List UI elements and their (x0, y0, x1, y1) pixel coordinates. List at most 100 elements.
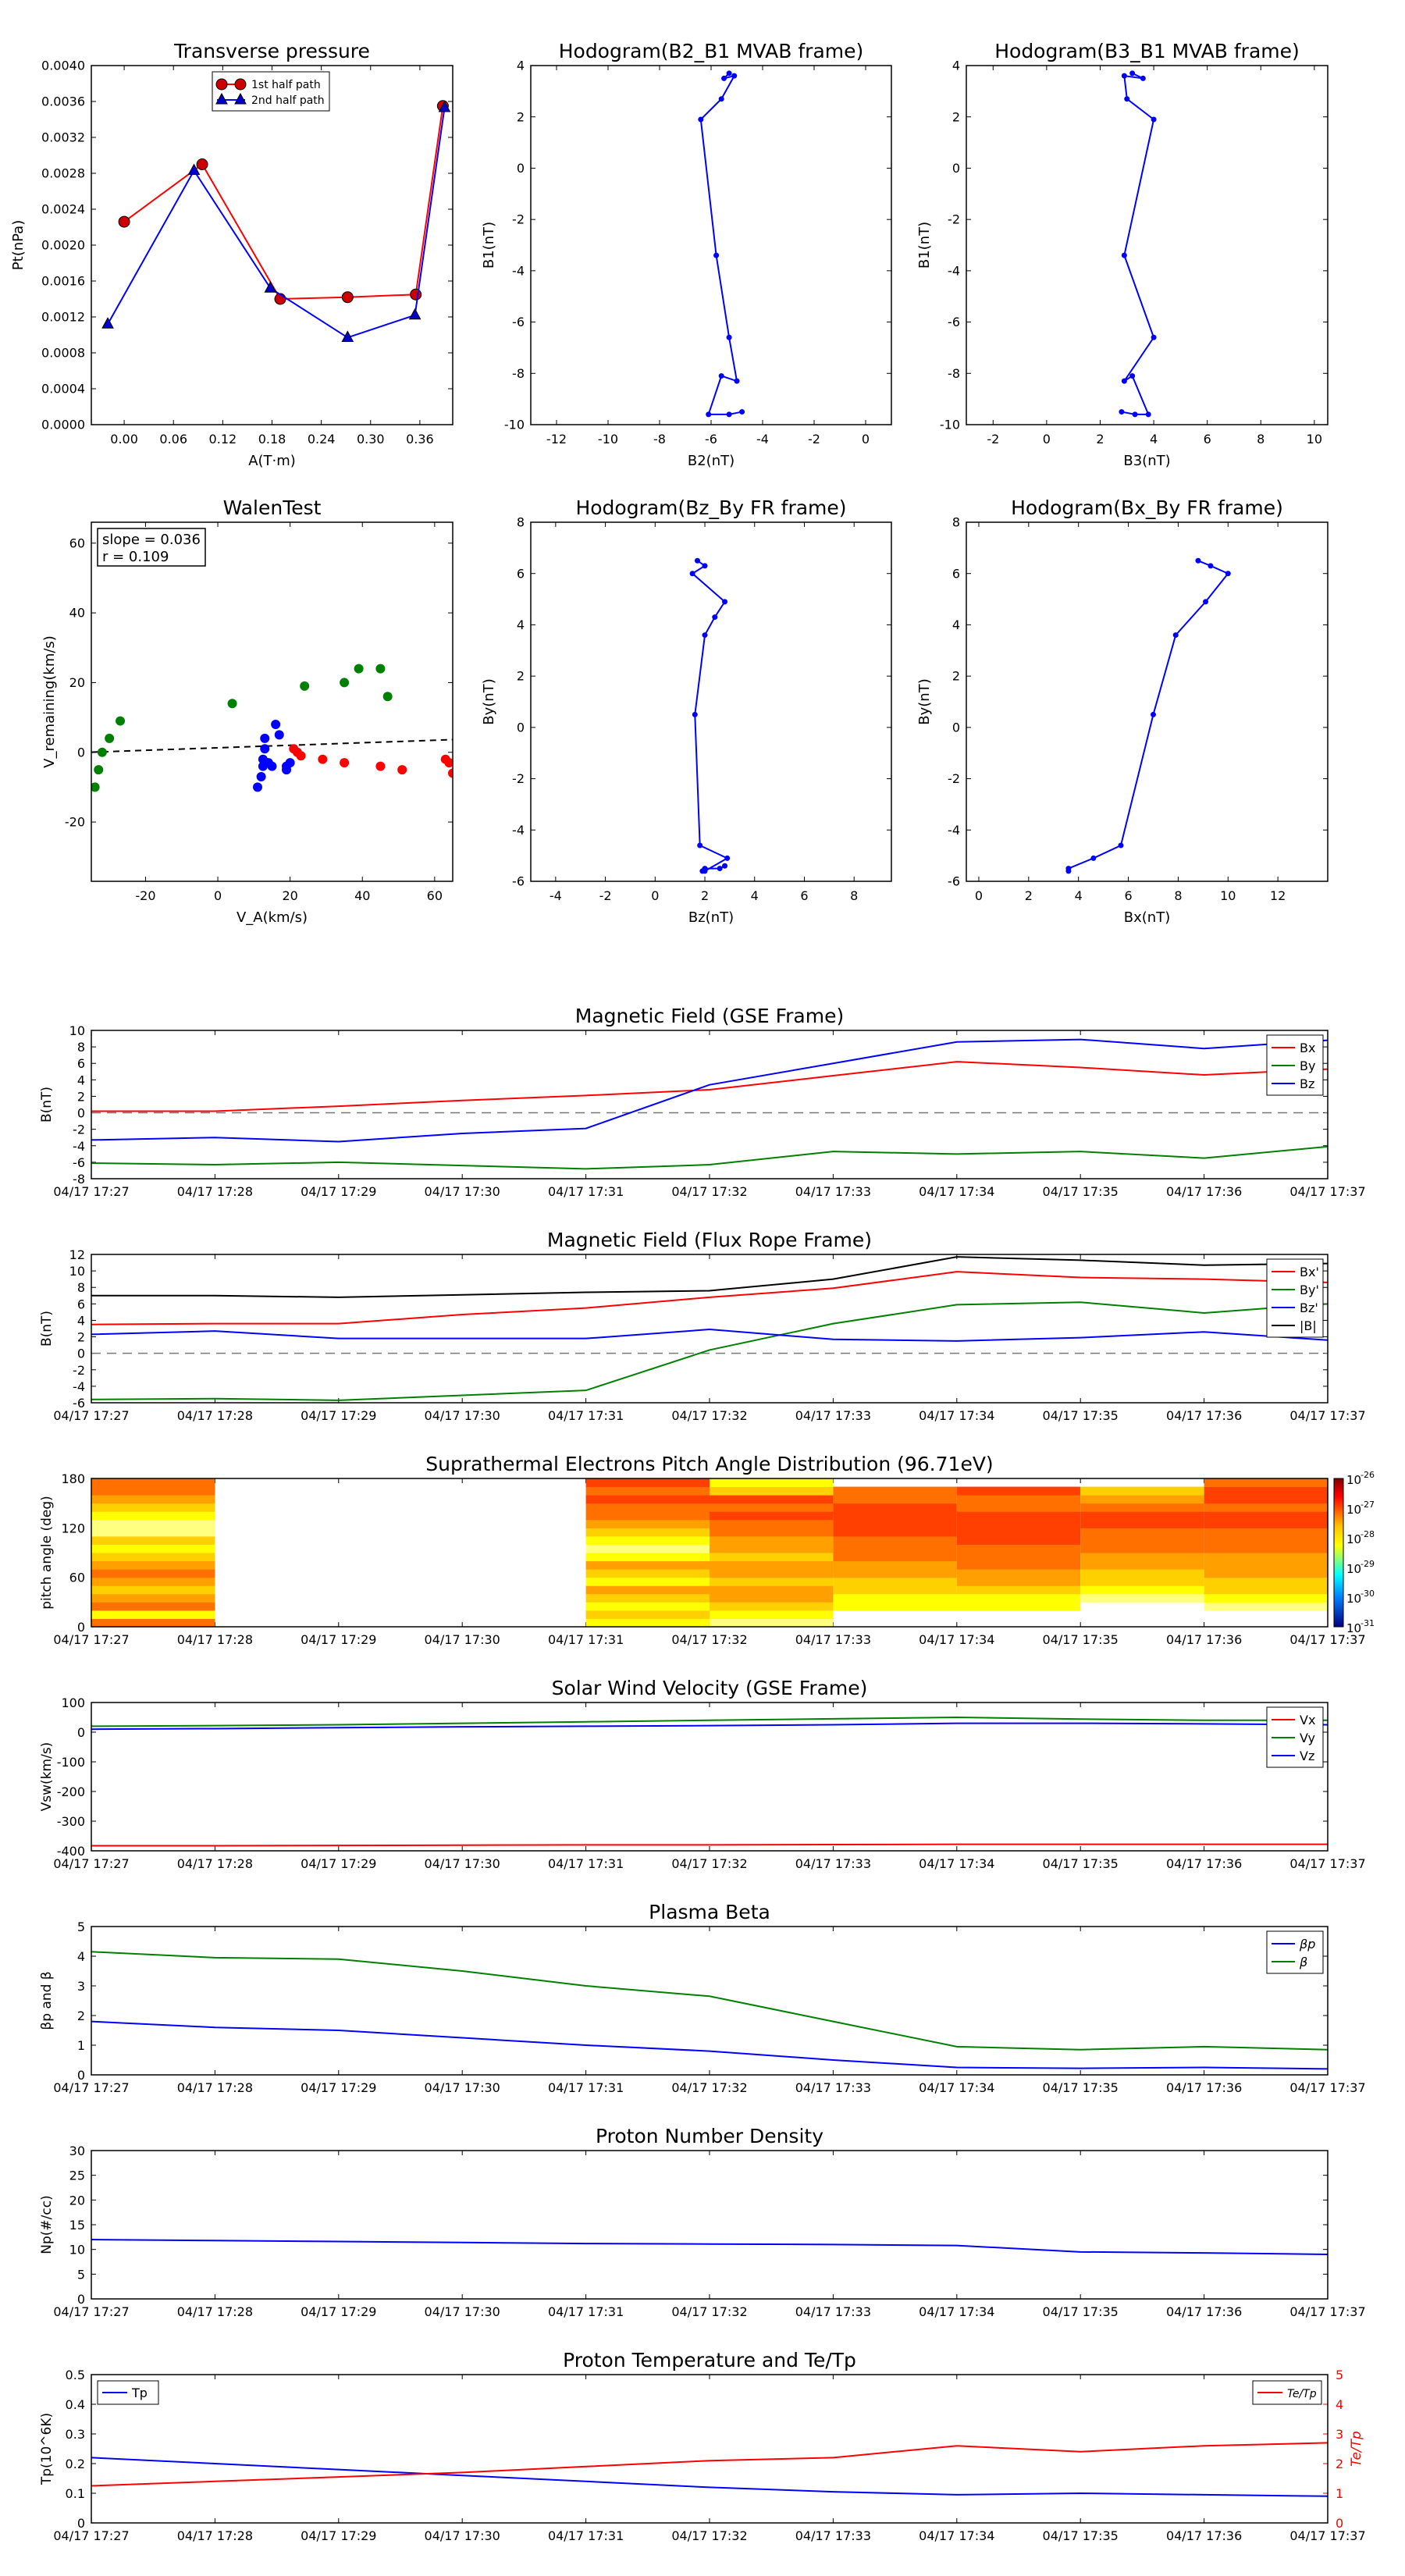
series-line (91, 2442, 1329, 2487)
y-tick-label: 0.0028 (41, 166, 85, 181)
y-tick-label: 2 (517, 669, 525, 684)
time-tick-label: 04/17 17:30 (425, 1856, 500, 1871)
legend: Vx Vy Vz (1266, 1706, 1324, 1768)
data-point (721, 75, 727, 81)
heatmap-cell (710, 1610, 834, 1619)
colorbar-tick-exponent: -28 (1361, 1529, 1375, 1539)
heatmap-cell (1080, 1535, 1204, 1545)
panel-title: Plasma Beta (649, 1901, 770, 1923)
time-tick-label: 04/17 17:37 (1289, 1856, 1365, 1871)
data-point (713, 252, 720, 258)
data-point (260, 733, 270, 743)
data-point (234, 92, 247, 105)
y-tick-label: 20 (69, 2193, 85, 2208)
annotation-frame (97, 528, 206, 567)
x-axis-label: Bx(nT) (1124, 909, 1170, 926)
y-tick-label: 2 (952, 669, 960, 684)
heatmap-cell (1080, 1585, 1204, 1595)
time-tick-label: 04/17 17:30 (425, 2080, 500, 2095)
heatmap-cell (710, 1618, 834, 1628)
y-tick-label: 0 (77, 745, 85, 760)
time-tick-label: 04/17 17:35 (1043, 1632, 1119, 1647)
x-axis-label: B3(nT) (1123, 453, 1170, 469)
x-tick-label: 0 (862, 432, 870, 447)
time-tick-label: 04/17 17:28 (177, 1856, 253, 1871)
y-axis-label: pitch angle (deg) (39, 1496, 55, 1610)
legend-label: By (1300, 1059, 1315, 1073)
y-axis-label: Vsw(km/s) (39, 1742, 55, 1812)
time-tick-label: 04/17 17:33 (795, 2080, 871, 2095)
data-point (1129, 373, 1136, 379)
heatmap-cell (1204, 1535, 1328, 1545)
y-tick-label: -8 (73, 1172, 85, 1187)
data-point (726, 334, 732, 340)
x-axis-label: V_A(km/s) (237, 909, 308, 926)
heatmap-cell (1080, 1560, 1204, 1570)
data-point (256, 772, 266, 782)
data-point (1203, 599, 1209, 605)
y-tick-label: 0.0012 (41, 310, 85, 325)
y-tick-label: 6 (77, 1297, 85, 1311)
y-tick-label: 4 (517, 617, 525, 632)
x-tick-label: 60 (427, 888, 443, 903)
time-tick-label: 04/17 17:33 (795, 1408, 871, 1423)
heatmap-cell (710, 1535, 834, 1545)
x-axis-label: A(T·m) (248, 453, 296, 469)
heatmap-cell (585, 1618, 710, 1628)
heatmap-cell (1080, 1593, 1204, 1603)
heatmap-cell (833, 1511, 957, 1521)
data-point (1195, 557, 1201, 564)
series-line (107, 107, 446, 339)
time-tick-label: 04/17 17:30 (425, 1408, 500, 1423)
heatmap-cell (710, 1553, 834, 1562)
y-tick-label: -4 (512, 823, 525, 838)
heatmap-cell (833, 1553, 957, 1562)
data-point (410, 288, 422, 301)
time-tick-label: 04/17 17:32 (671, 2528, 747, 2543)
plot-area (1065, 557, 1231, 874)
y-tick-label: -20 (65, 815, 85, 830)
y-tick-label: 0.0036 (41, 94, 85, 109)
time-tick-label: 04/17 17:30 (425, 1184, 500, 1199)
y-tick-label: -8 (512, 366, 525, 381)
chart-hodogram_b2_b1: Hodogram(B2_B1 MVAB frame) B2(nT) B1(nT) -1… (481, 40, 892, 469)
y-tick-label: 180 (61, 1471, 85, 1486)
data-point (444, 758, 453, 768)
y-tick-label: 0.0024 (41, 202, 85, 217)
time-tick-label: 04/17 17:30 (425, 2304, 500, 2319)
y-tick-label: 4 (77, 1949, 85, 1964)
heatmap-cell (91, 1569, 215, 1578)
legend-right: Te/Tp (1252, 2380, 1322, 2405)
x-axis-label: Bz(nT) (688, 909, 734, 926)
time-tick-label: 04/17 17:28 (177, 1632, 253, 1647)
series-line (123, 105, 444, 301)
heatmap-cell (91, 1577, 215, 1586)
y-tick-label: 2 (517, 109, 525, 124)
data-point (697, 842, 703, 849)
time-tick-label: 04/17 17:32 (671, 1184, 747, 1199)
y-tick-label: 60 (69, 535, 85, 550)
time-tick-label: 04/17 17:37 (1289, 1632, 1365, 1647)
y-tick-label: 10 (69, 2243, 85, 2258)
y-tick-label: 6 (517, 566, 525, 581)
heatmap-cell (91, 1495, 215, 1504)
heatmap-cell (833, 1602, 957, 1611)
data-point (340, 758, 350, 768)
y-tick-label: 15 (69, 2218, 85, 2233)
annotation-slope: slope = 0.036 (102, 532, 201, 548)
y-tick-label: 0.0008 (41, 346, 85, 361)
data-point (726, 70, 732, 76)
time-tick-label: 04/17 17:27 (53, 2304, 129, 2319)
time-tick-label: 04/17 17:37 (1289, 2304, 1365, 2319)
data-point (264, 281, 277, 293)
x-tick-label: 12 (1270, 888, 1286, 903)
x-tick-label: 0.12 (209, 432, 237, 447)
y-tick-label: 0.5 (66, 2368, 85, 2382)
y-tick-label: 0.2 (66, 2457, 85, 2471)
legend-label: Tp (131, 2386, 148, 2400)
heatmap-cell (1204, 1544, 1328, 1553)
y-tick-label: 8 (77, 1040, 85, 1055)
data-point (271, 720, 281, 730)
y-tick-label: 6 (77, 1056, 85, 1071)
